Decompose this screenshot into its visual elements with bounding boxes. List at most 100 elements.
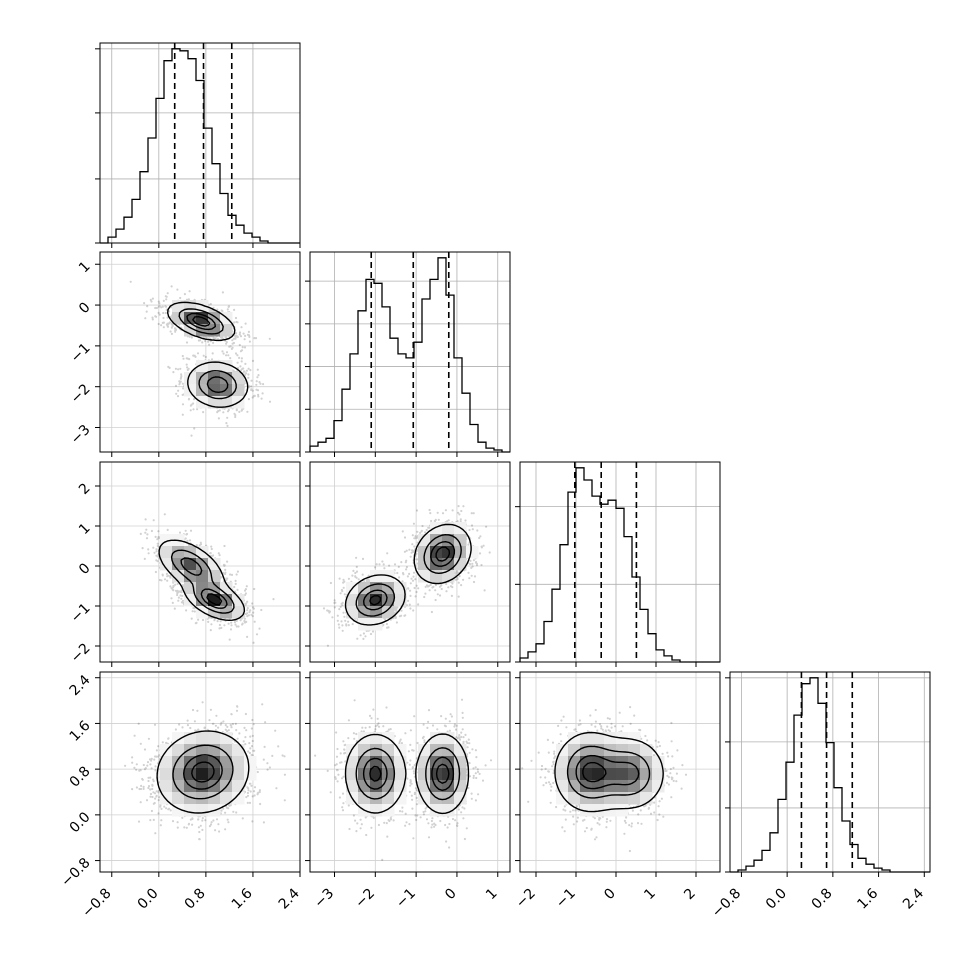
density-cell [208, 780, 221, 793]
density-cell [196, 744, 209, 757]
density-cell [382, 768, 395, 781]
histogram-panel-0 [95, 42, 301, 248]
density-cell [418, 744, 431, 757]
density-cell [220, 396, 233, 409]
density-cell [592, 792, 605, 805]
density-cell [232, 780, 245, 793]
density-cell [208, 360, 221, 373]
contour-line [172, 744, 234, 800]
contour-line [554, 731, 664, 813]
density-panel-3-0: −0.8 0.0 0.8 1.6 2.4−0.80.00.81.62.4 [58, 671, 303, 921]
contour-line [369, 763, 450, 784]
density-cell [184, 792, 197, 805]
density-cell [418, 546, 431, 559]
density-cell [628, 732, 641, 745]
density-cell [556, 792, 569, 805]
density-cell [394, 582, 407, 595]
density-cell [358, 744, 371, 757]
density-cell [160, 768, 173, 781]
axes-frame [519, 461, 721, 663]
contour-line [191, 761, 215, 783]
density-cell [208, 732, 221, 745]
density-cell [346, 768, 359, 781]
contour-line [156, 730, 250, 814]
density-cell [196, 732, 209, 745]
contour-line [362, 756, 455, 791]
density-cell [454, 744, 467, 757]
density-cell [208, 324, 221, 337]
density-cell [196, 768, 209, 781]
density-cell [604, 792, 617, 805]
density-cell [616, 804, 629, 817]
density-cell [196, 594, 209, 607]
contour-line [158, 539, 246, 621]
density-cell [592, 780, 605, 793]
density-cell [568, 744, 581, 757]
density-cell [454, 534, 467, 547]
contour-line [344, 733, 470, 815]
density-cell [160, 756, 173, 769]
density-cell [358, 792, 371, 805]
density-cell [454, 792, 467, 805]
histogram-panel-2 [515, 461, 721, 667]
density-panel-1-0: −3−2−101 [68, 251, 301, 457]
density-cell [196, 804, 209, 817]
density-cell [172, 768, 185, 781]
density-cell [556, 744, 569, 757]
density-cell [220, 744, 233, 757]
density-cell [430, 732, 443, 745]
density-cell [208, 582, 221, 595]
density-cell [220, 732, 233, 745]
density-cell [346, 756, 359, 769]
contour-line [566, 745, 651, 799]
density-cell [220, 768, 233, 781]
panel-content [310, 462, 510, 662]
density-cell [184, 756, 197, 769]
density-cell [220, 756, 233, 769]
density-cell [556, 768, 569, 781]
panel-content [100, 252, 300, 452]
density-cell [358, 732, 371, 745]
density-cell [208, 606, 221, 619]
histogram-step [519, 467, 720, 663]
density-cell [616, 768, 629, 781]
density-cell [346, 594, 359, 607]
density-cell [160, 546, 173, 559]
density-cell [430, 522, 443, 535]
density-cell [604, 768, 617, 781]
density-cell [604, 804, 617, 817]
contour-line [355, 747, 461, 801]
histogram-step [730, 677, 930, 873]
density-cell [382, 744, 395, 757]
axes-frame [99, 461, 301, 663]
density-cell [184, 570, 197, 583]
contour-line [170, 549, 235, 614]
density-cell [640, 780, 653, 793]
density-cell [556, 756, 569, 769]
density-cell [370, 744, 383, 757]
density-cell [640, 768, 653, 781]
density-cell [568, 732, 581, 745]
contour-line [575, 754, 640, 790]
density-cell [370, 780, 383, 793]
density-cell [232, 756, 245, 769]
density-cell [232, 384, 245, 397]
density-cell [568, 780, 581, 793]
density-cell [640, 744, 653, 757]
density-cell [232, 744, 245, 757]
contour-line [183, 754, 223, 790]
contour-line [180, 557, 228, 609]
density-cell [196, 570, 209, 583]
density-cell [418, 534, 431, 547]
density-cell [220, 360, 233, 373]
density-cell [580, 780, 593, 793]
density-cell [592, 732, 605, 745]
density-cell [604, 780, 617, 793]
density-cell [244, 768, 257, 781]
contour-line [582, 761, 607, 783]
density-cell [232, 792, 245, 805]
density-cell [208, 372, 221, 385]
density-panel-2-1 [305, 461, 511, 667]
axes-frame [309, 671, 511, 873]
histogram-panel-1 [305, 251, 511, 457]
